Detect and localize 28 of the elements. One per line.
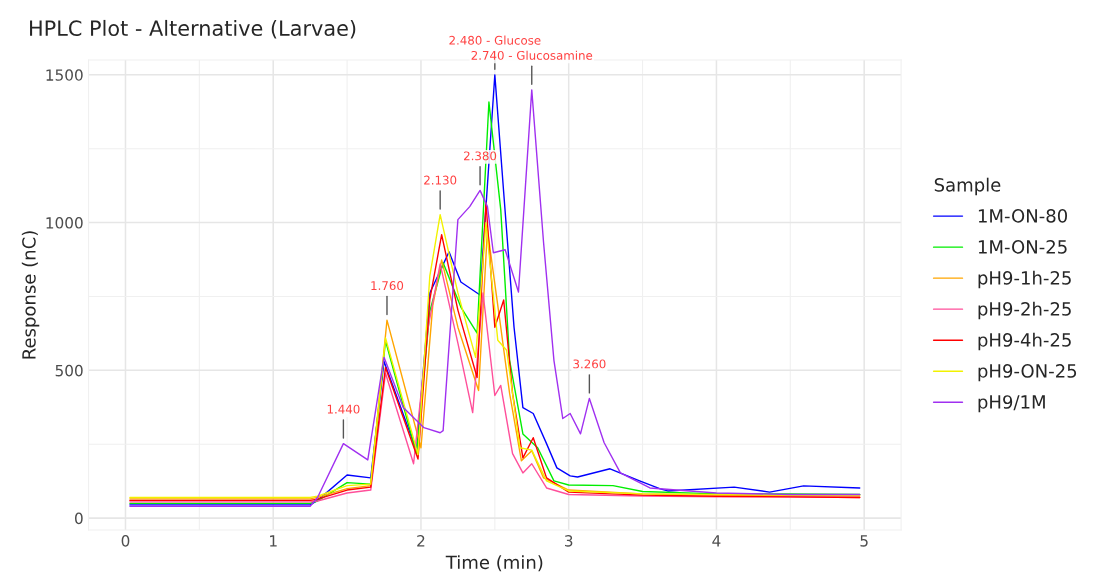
x-tick-label: 2 [417,535,425,547]
y-tick-label: 1000 [46,217,83,229]
annotation: 3.260 [573,359,606,369]
y-tick-label: 500 [55,364,83,377]
x-tick-label: 5 [860,535,868,547]
annotation: 2.130 [424,175,457,185]
annotation: 2.480 - Glucose [449,35,541,45]
legend-title: Sample [934,177,1001,196]
x-tick-label: 4 [712,535,721,547]
annotation: 2.740 - Glucosamine [471,50,593,60]
legend-label: pH9-4h-25 [978,332,1071,351]
legend-label: pH9-1h-25 [978,270,1071,289]
legend-label: 1M-ON-25 [978,240,1067,254]
y-tick-label: 0 [74,512,83,525]
y-axis-title: Response (nC) [21,231,40,359]
chart-title: HPLC Plot - Alternative (Larvae) [30,19,356,39]
legend-label: 1M-ON-80 [978,209,1068,223]
annotation: 1.440 [327,404,360,414]
x-axis-title: Time (min) [445,555,543,572]
y-tick-label: 1500 [46,69,83,81]
legend-label: pH9-ON-25 [978,364,1077,382]
x-tick-label: 3 [565,535,573,547]
x-tick-label: 0 [121,535,130,547]
x-tick-label: 1 [270,535,277,547]
legend-label: pH9-2h-25 [978,301,1071,320]
annotation: 1.760 [371,281,404,291]
annotation: 2.380 [464,151,497,161]
legend-label: pH9/1M [978,395,1045,413]
